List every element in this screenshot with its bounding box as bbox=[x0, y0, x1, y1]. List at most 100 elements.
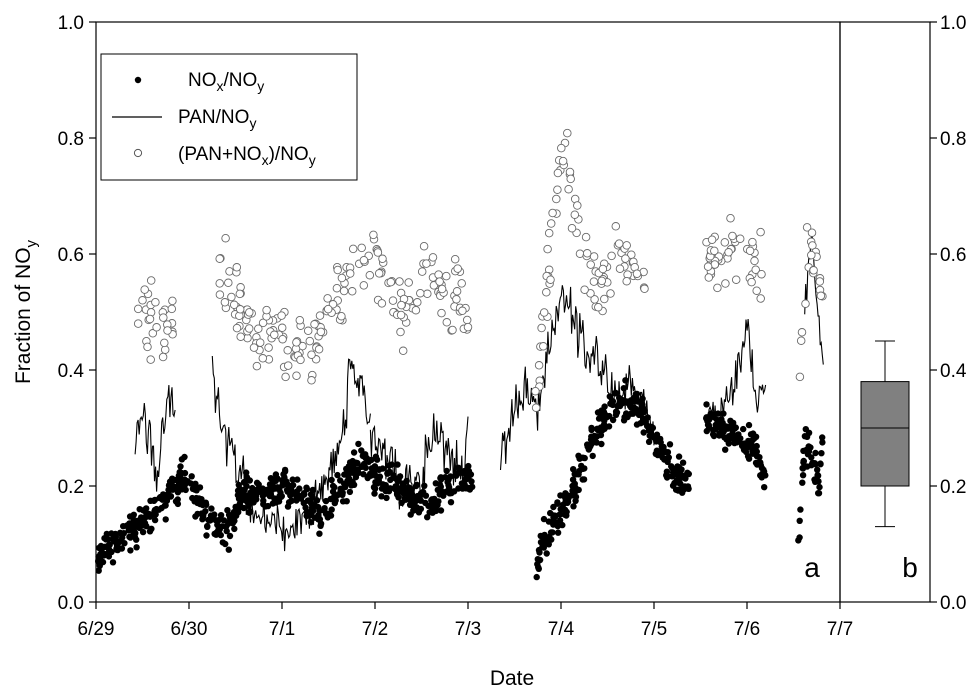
point-nox bbox=[313, 497, 321, 504]
point-pan-plus-nox bbox=[594, 302, 603, 312]
point-nox bbox=[283, 486, 291, 494]
point-nox bbox=[424, 514, 431, 521]
point-nox bbox=[569, 476, 577, 483]
point-nox bbox=[288, 497, 295, 504]
point-nox bbox=[225, 520, 232, 527]
point-nox bbox=[812, 449, 819, 457]
point-pan-plus-nox bbox=[539, 308, 549, 317]
point-nox bbox=[339, 489, 346, 496]
point-pan-plus-nox bbox=[816, 291, 826, 301]
point-nox bbox=[317, 520, 325, 527]
point-pan-plus-nox bbox=[807, 228, 817, 237]
point-nox bbox=[656, 449, 663, 456]
point-nox bbox=[706, 416, 713, 423]
ticks-layer: 6/29 6/30 7/1 7/2 7/3 7/4 7/5 7/6 7/7 0.0 0.0 0.2 0.… bbox=[58, 13, 967, 640]
point-nox bbox=[564, 492, 571, 499]
point-nox bbox=[540, 544, 547, 551]
point-nox bbox=[344, 469, 352, 476]
point-nox bbox=[753, 461, 761, 468]
point-pan-plus-nox bbox=[359, 255, 369, 265]
point-pan-plus-nox bbox=[442, 271, 451, 281]
point-pan-plus-nox bbox=[796, 336, 806, 345]
point-nox bbox=[244, 499, 251, 506]
point-pan-plus-nox bbox=[553, 185, 562, 194]
point-nox bbox=[330, 494, 338, 501]
legend-nox-sub2: y bbox=[257, 78, 264, 94]
point-nox bbox=[167, 493, 174, 500]
point-nox bbox=[105, 553, 113, 560]
point-nox bbox=[152, 511, 159, 518]
point-nox bbox=[533, 573, 540, 581]
point-pan-plus-nox bbox=[254, 324, 263, 333]
point-pan-plus-nox bbox=[747, 277, 756, 287]
point-nox bbox=[126, 513, 134, 520]
point-pan-plus-nox bbox=[323, 304, 333, 314]
point-nox bbox=[204, 523, 211, 530]
point-pan-plus-nox bbox=[332, 283, 342, 293]
point-nox bbox=[113, 545, 120, 552]
point-pan-plus-nox bbox=[220, 298, 230, 307]
point-nox bbox=[255, 481, 262, 488]
point-pan-plus-nox bbox=[232, 323, 242, 333]
y-tick-label-right: 0.0 bbox=[940, 593, 966, 614]
point-nox bbox=[309, 486, 316, 494]
point-pan-plus-nox bbox=[143, 342, 152, 352]
point-nox bbox=[703, 401, 710, 408]
point-nox bbox=[95, 567, 102, 574]
point-nox bbox=[815, 490, 822, 497]
point-pan-plus-nox bbox=[552, 194, 561, 204]
point-pan-plus-nox bbox=[580, 285, 589, 294]
point-nox bbox=[819, 439, 826, 446]
point-nox bbox=[311, 502, 318, 509]
point-pan-plus-nox bbox=[437, 284, 447, 294]
point-pan-plus-nox bbox=[278, 334, 287, 344]
point-pan-plus-nox bbox=[168, 296, 177, 306]
point-nox bbox=[368, 456, 375, 464]
point-pan-plus-nox bbox=[395, 277, 404, 286]
point-pan-plus-nox bbox=[726, 213, 735, 223]
point-pan-plus-nox bbox=[558, 156, 568, 166]
point-pan-plus-nox bbox=[292, 338, 301, 347]
point-pan-plus-nox bbox=[315, 311, 325, 320]
point-nox bbox=[657, 439, 664, 446]
point-nox bbox=[346, 488, 354, 496]
x-tick-label: 7/5 bbox=[641, 619, 667, 640]
point-nox bbox=[543, 550, 550, 557]
legend-total-label: (PAN+NOx)/NOy bbox=[178, 144, 316, 168]
point-nox bbox=[416, 496, 423, 503]
point-nox bbox=[572, 493, 580, 501]
point-pan-plus-nox bbox=[735, 234, 745, 243]
point-pan-plus-nox bbox=[292, 371, 301, 380]
point-nox bbox=[609, 416, 617, 424]
point-pan-plus-nox bbox=[724, 248, 733, 257]
point-pan-plus-nox bbox=[232, 263, 242, 272]
point-nox bbox=[445, 476, 452, 483]
point-nox bbox=[350, 449, 358, 456]
y-tick-label-left: 0.0 bbox=[58, 593, 84, 614]
point-nox bbox=[797, 506, 804, 513]
point-nox bbox=[663, 472, 670, 479]
legend-pan-sub1: y bbox=[249, 115, 256, 131]
total-layer bbox=[133, 128, 827, 412]
point-nox bbox=[352, 459, 359, 466]
point-nox bbox=[437, 476, 445, 483]
point-nox bbox=[721, 434, 728, 441]
point-nox bbox=[761, 484, 768, 491]
point-nox bbox=[666, 441, 674, 448]
point-nox bbox=[294, 476, 301, 483]
point-nox bbox=[557, 492, 564, 499]
point-nox bbox=[612, 408, 620, 415]
point-nox bbox=[216, 516, 223, 524]
point-pan-plus-nox bbox=[422, 259, 431, 268]
point-pan-plus-nox bbox=[386, 277, 396, 287]
point-nox bbox=[191, 486, 198, 493]
point-nox bbox=[245, 492, 252, 499]
point-nox bbox=[224, 507, 231, 514]
point-pan-plus-nox bbox=[133, 319, 143, 328]
point-nox bbox=[547, 529, 555, 536]
point-nox bbox=[310, 507, 317, 515]
point-pan-plus-nox bbox=[255, 338, 265, 347]
point-pan-plus-nox bbox=[720, 238, 730, 247]
point-nox bbox=[710, 427, 717, 434]
point-nox bbox=[394, 461, 401, 468]
